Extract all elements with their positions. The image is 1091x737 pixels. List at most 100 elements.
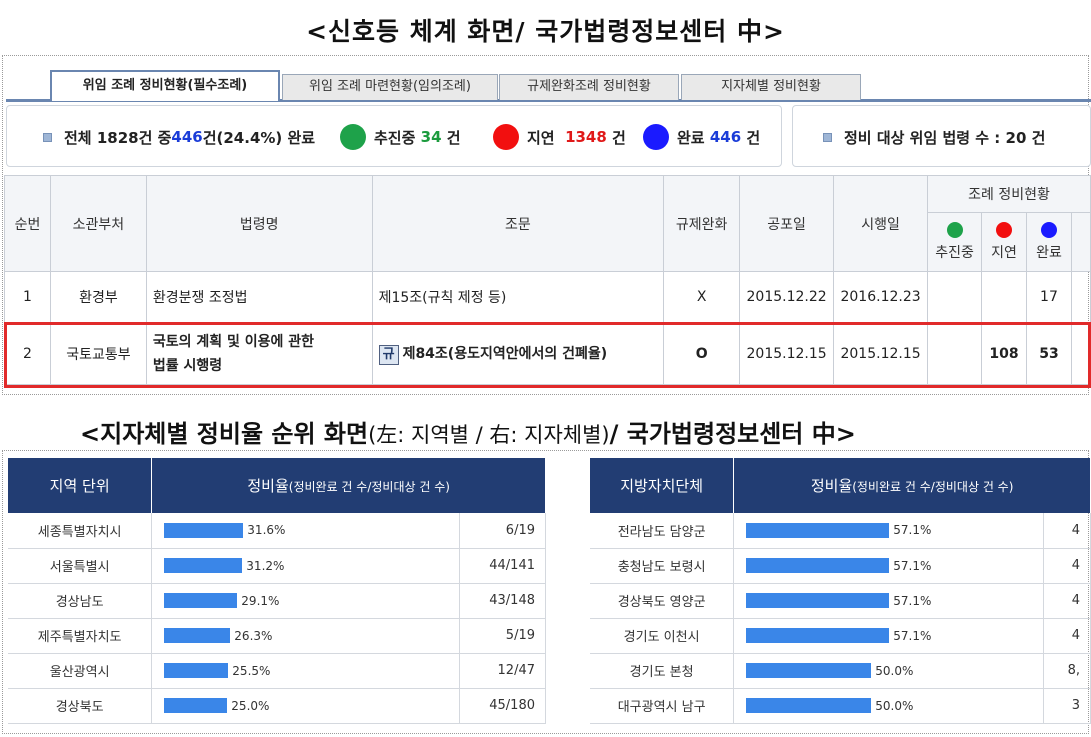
list-item[interactable]: 대구광역시 남구 50.0% 3: [590, 688, 1091, 724]
rate-bar-cell: 26.3%: [151, 618, 461, 654]
delayed-count: 1348: [565, 128, 607, 146]
rate-bar: [746, 698, 872, 713]
area-name: 서울특별시: [8, 548, 153, 584]
rate-header-sub: (정비완료 건 수/정비대상 건 수): [852, 480, 1014, 494]
list-item[interactable]: 경상북도 영양군 57.1% 4: [590, 583, 1091, 619]
rate-bar: [746, 628, 890, 643]
tab-optional-status[interactable]: 위임 조례 마련현황(임의조례): [282, 74, 498, 100]
count-value: 8,: [1043, 653, 1091, 689]
rate-col-header: 정비율(정비완료 건 수/정비대상 건 수): [733, 458, 1091, 513]
region-col-header: 지역 단위: [8, 458, 153, 513]
blue-light-icon: [643, 124, 669, 150]
unit-label: 건: [446, 128, 461, 147]
list-item[interactable]: 경기도 본청 50.0% 8,: [590, 653, 1091, 689]
rate-label: 57.1%: [893, 593, 932, 608]
rate-bar: [164, 522, 244, 538]
rate-bar-cell: 57.1%: [733, 618, 1045, 654]
row-enforcement-date: 2016.12.23: [833, 271, 929, 323]
done-count: 446: [709, 128, 742, 146]
rate-bar: [746, 522, 890, 538]
list-item[interactable]: 전라남도 담양군 57.1% 4: [590, 513, 1091, 549]
row-article[interactable]: 규 제84조(용도지역안에서의 건폐율): [371, 322, 665, 385]
list-item[interactable]: 경기도 이천시 57.1% 4: [590, 618, 1091, 654]
rate-label: 26.3%: [234, 628, 273, 643]
done-header-label: 완료: [1036, 245, 1062, 261]
summary-total: 전체 1828건 중 446 건(24.4%) 완료: [43, 106, 315, 168]
rate-label: 25.5%: [232, 663, 271, 678]
tab-deregulation-status[interactable]: 규제완화조례 정비현황: [499, 74, 679, 100]
rate-label: 29.1%: [241, 593, 280, 608]
list-item[interactable]: 세종특별자치시 31.6% 6/19: [8, 513, 546, 549]
count-value: 4: [1043, 548, 1091, 584]
area-name: 경상북도: [8, 688, 153, 724]
rate-label: 57.1%: [893, 523, 932, 538]
target-label: 정비 대상 위임 법령 수 : 20 건: [844, 128, 1046, 147]
rate-header-main: 정비율: [810, 477, 853, 495]
area-name: 세종특별자치시: [8, 513, 153, 549]
unit-label: 건: [746, 128, 761, 147]
area-name: 전라남도 담양군: [590, 513, 735, 549]
summary-total-prefix: 전체 1828건 중: [64, 128, 172, 147]
list-item[interactable]: 충청남도 보령시 57.1% 4: [590, 548, 1091, 584]
col-header-status-group: 조례 정비현황: [927, 175, 1091, 213]
rate-bar: [746, 593, 890, 608]
col-header-done: 완료: [1025, 212, 1072, 272]
tab-mandatory-status[interactable]: 위임 조례 정비현황(필수조례): [50, 70, 280, 101]
row-article[interactable]: 제15조(규칙 제정 등): [371, 271, 665, 323]
row-done[interactable]: 53: [1025, 322, 1072, 385]
article-text: 제84조(용도지역안에서의 건폐율): [402, 345, 608, 362]
area-name: 울산광역시: [8, 653, 153, 689]
region-ranking-table: 지역 단위 정비율(정비완료 건 수/정비대상 건 수) 세종특별자치시 31.6…: [8, 458, 546, 724]
col-header-law: 법령명: [145, 175, 373, 272]
count-value: 3: [1043, 688, 1091, 724]
bottom-heading-main: <지자체별 정비율 순위 화면: [80, 420, 369, 448]
rate-bar-cell: 25.5%: [151, 653, 461, 689]
row-delayed[interactable]: 108: [981, 322, 1027, 385]
done-label: 완료: [677, 128, 705, 147]
rate-bar-cell: 29.1%: [151, 583, 461, 619]
rate-col-header: 정비율(정비완료 건 수/정비대상 건 수): [151, 458, 546, 513]
summary-box: 전체 1828건 중 446 건(24.4%) 완료 추진중 34 건 지연 13…: [6, 105, 782, 167]
rate-label: 25.0%: [231, 698, 270, 713]
table-row[interactable]: 1 환경부 환경분쟁 조정법 제15조(규칙 제정 등) X 2015.12.2…: [4, 271, 1091, 323]
green-light-icon: [946, 222, 963, 238]
area-name: 제주특별자치도: [8, 618, 153, 654]
area-name: 경기도 본청: [590, 653, 735, 689]
row-delayed: [981, 271, 1027, 323]
blue-light-icon: [1040, 222, 1057, 238]
regulation-badge-icon: 규: [378, 344, 399, 365]
summary-in-progress: 추진중 34 건: [340, 106, 461, 168]
col-header-article: 조문: [371, 175, 665, 272]
rate-bar-cell: 31.6%: [151, 513, 461, 549]
rate-bar-cell: 57.1%: [733, 583, 1045, 619]
rate-label: 57.1%: [893, 558, 932, 573]
list-item[interactable]: 울산광역시 25.5% 12/47: [8, 653, 546, 689]
row-done[interactable]: 17: [1025, 271, 1072, 323]
col-header-dept: 소관부처: [49, 175, 147, 272]
rate-header-main: 정비율: [247, 477, 289, 495]
col-header-overflow: [1070, 212, 1091, 272]
list-item[interactable]: 제주특별자치도 26.3% 5/19: [8, 618, 546, 654]
list-item[interactable]: 경상남도 29.1% 43/148: [8, 583, 546, 619]
row-dereg: O: [663, 322, 741, 385]
in-progress-header-label: 추진중: [935, 245, 974, 261]
list-item[interactable]: 경상북도 25.0% 45/180: [8, 688, 546, 724]
area-name: 경기도 이천시: [590, 618, 735, 654]
col-header-in-progress: 추진중: [927, 212, 982, 272]
rate-bar-cell: 25.0%: [151, 688, 461, 724]
count-value: 45/180: [459, 688, 546, 724]
row-dereg: X: [663, 271, 741, 323]
summary-done: 완료 446 건: [643, 106, 760, 168]
tab-local-gov-status[interactable]: 지자체별 정비현황: [681, 74, 861, 100]
area-name: 충청남도 보령시: [590, 548, 735, 584]
table-row[interactable]: 2 국토교통부 국토의 계획 및 이용에 관한 법률 시행령 규 제84조(용도지…: [4, 322, 1091, 385]
rate-label: 31.6%: [247, 523, 286, 538]
row-in-progress: [927, 322, 982, 385]
row-dept: 국토교통부: [49, 322, 147, 385]
row-law-name[interactable]: 국토의 계획 및 이용에 관한 법률 시행령: [145, 322, 373, 385]
list-item[interactable]: 서울특별시 31.2% 44/141: [8, 548, 546, 584]
count-value: 4: [1043, 513, 1091, 549]
col-header-delayed: 지연: [981, 212, 1027, 272]
rate-label: 31.2%: [246, 558, 285, 573]
row-law-name[interactable]: 환경분쟁 조정법: [145, 271, 373, 323]
